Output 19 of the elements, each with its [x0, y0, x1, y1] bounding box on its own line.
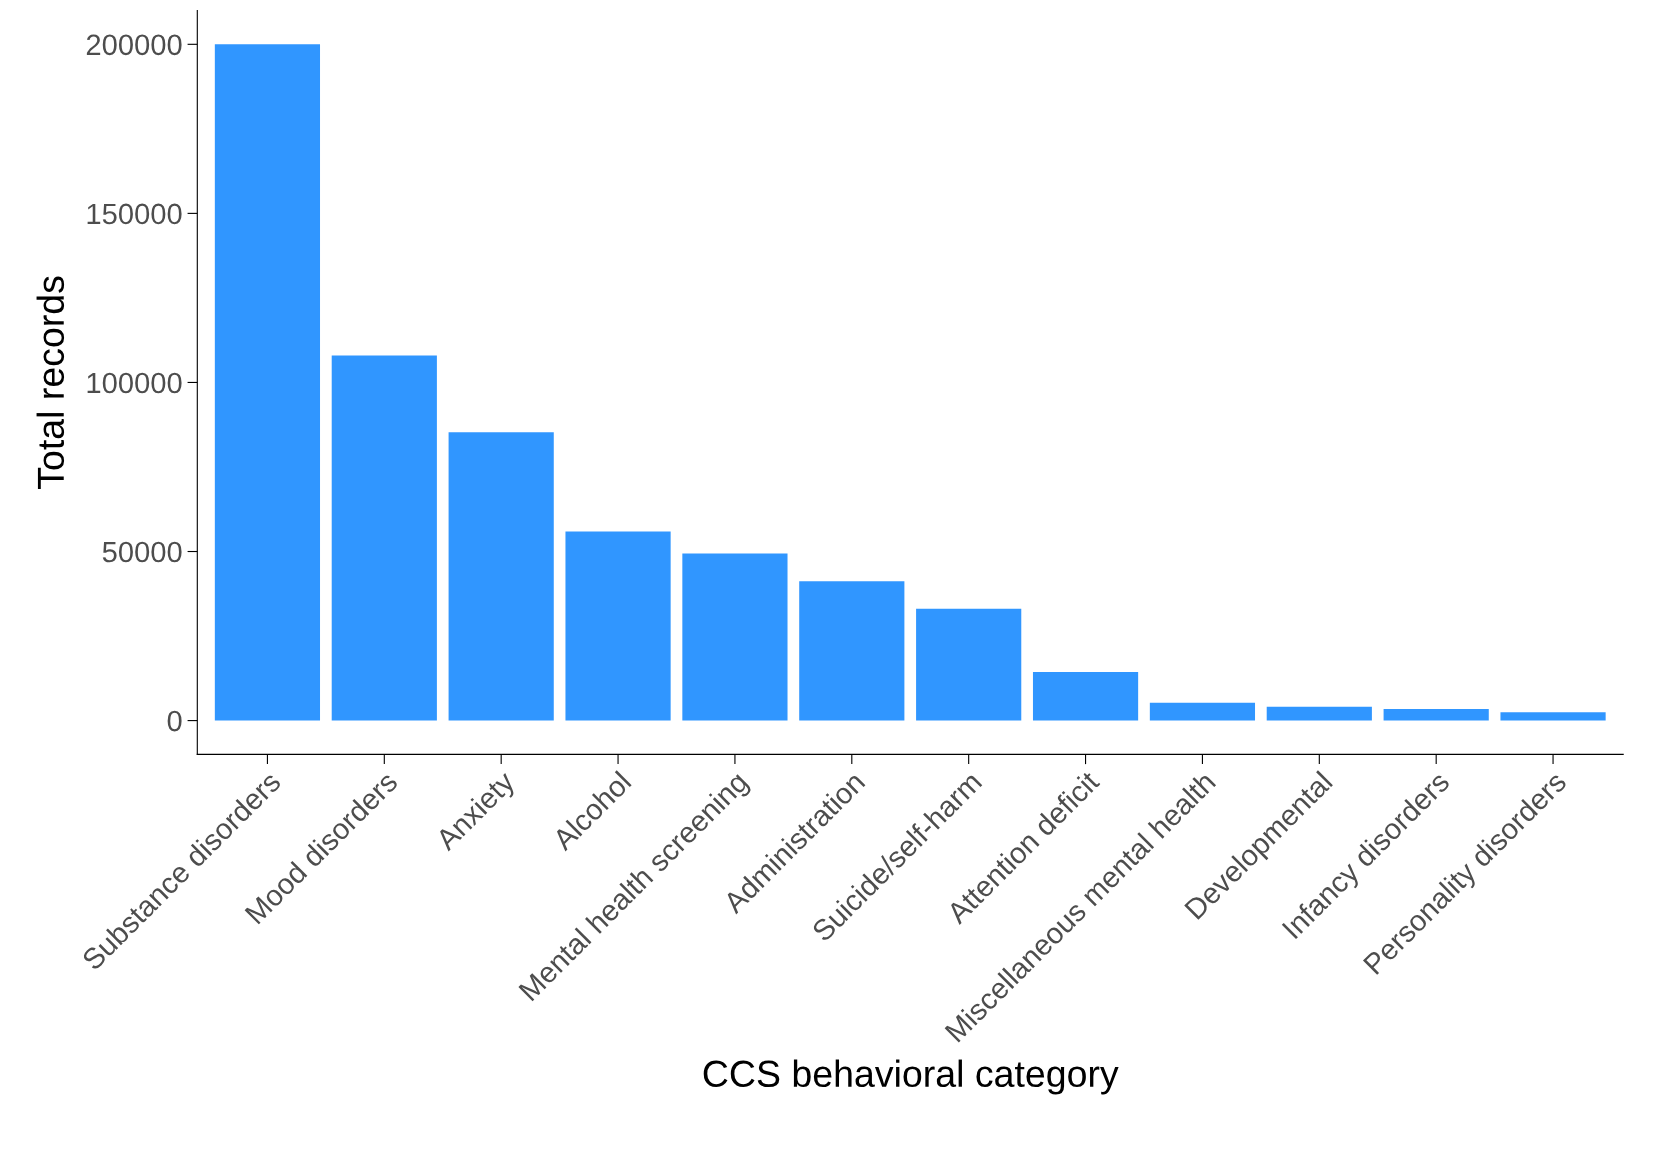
- x-axis-title: CCS behavioral category: [703, 1059, 1119, 1095]
- y-tick-label: 150000: [87, 203, 182, 225]
- bar: [682, 553, 788, 721]
- bar: [214, 44, 321, 721]
- bar: [448, 432, 554, 721]
- bar: [1032, 671, 1139, 721]
- bar: [799, 581, 905, 721]
- bar: [1383, 709, 1489, 721]
- bar: [916, 608, 1022, 721]
- bar: [1500, 712, 1606, 721]
- y-tick-label: 50000: [102, 541, 182, 563]
- y-tick-label: 200000: [86, 34, 182, 56]
- bar: [1149, 702, 1256, 721]
- bar: [331, 355, 437, 721]
- y-axis-title: Total records: [36, 276, 65, 489]
- y-tick-label: 0: [167, 710, 182, 732]
- bar: [1266, 706, 1372, 721]
- bar: [565, 531, 671, 721]
- y-tick-label: 100000: [87, 372, 182, 394]
